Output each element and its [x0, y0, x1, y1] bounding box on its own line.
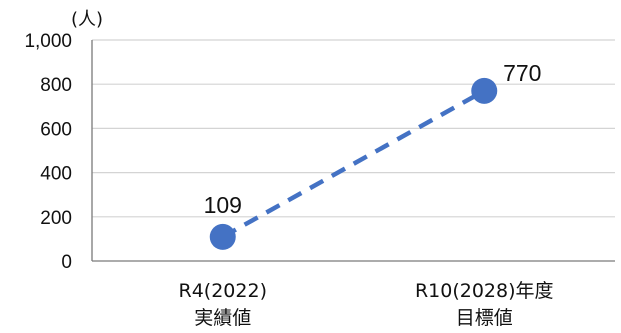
y-axis-unit-label: (人): [71, 9, 103, 30]
y-tick-label: 800: [40, 75, 72, 96]
data-label: 770: [503, 60, 541, 86]
x-tick-label: 実績値: [194, 307, 251, 329]
y-tick-label: 600: [40, 119, 72, 140]
x-tick-label: 目標値: [456, 307, 513, 329]
y-tick-label: 200: [40, 208, 72, 229]
data-point: [471, 77, 498, 104]
y-tick-label: 400: [40, 164, 72, 185]
data-labels: 109 770: [204, 60, 542, 218]
y-tick-label: 0: [61, 252, 72, 273]
x-tick-label: R4(2022): [179, 280, 267, 302]
data-point: [209, 223, 236, 250]
data-label: 109: [204, 192, 242, 218]
data-points: [209, 77, 498, 250]
y-axis-ticks: 0 200 400 600 800 1,000: [24, 31, 72, 273]
series-line: [221, 88, 486, 239]
gridlines: [92, 39, 615, 218]
x-tick-label: R10(2028)年度: [415, 280, 554, 302]
y-tick-label: 1,000: [24, 31, 72, 52]
